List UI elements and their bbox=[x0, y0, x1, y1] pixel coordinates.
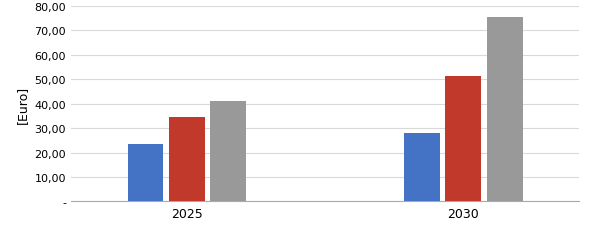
Bar bbox=[128, 144, 164, 202]
Bar bbox=[210, 102, 246, 202]
Bar bbox=[404, 133, 440, 202]
Y-axis label: [Euro]: [Euro] bbox=[16, 85, 29, 123]
Bar bbox=[169, 117, 205, 202]
Bar bbox=[445, 76, 481, 202]
Bar bbox=[486, 18, 522, 202]
